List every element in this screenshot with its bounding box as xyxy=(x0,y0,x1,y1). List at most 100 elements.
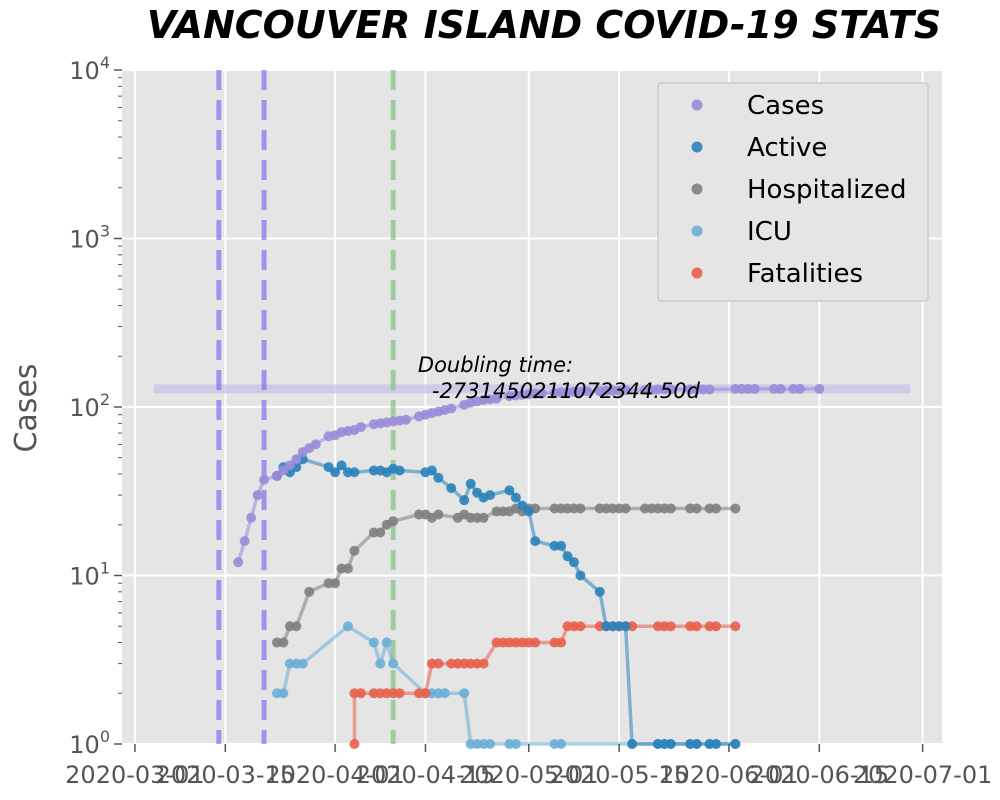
chart-title: VANCOUVER ISLAND COVID-19 STATS xyxy=(147,3,942,47)
data-point-cases xyxy=(239,536,250,547)
data-point-active xyxy=(330,467,341,478)
data-point-fatalities xyxy=(665,621,676,632)
data-point-fatalities xyxy=(711,621,722,632)
legend-marker-cases xyxy=(691,99,703,111)
data-point-cases xyxy=(581,386,592,397)
x-tick-label: 2020-05-15 xyxy=(549,761,688,789)
x-tick-label: 2020-06-15 xyxy=(750,761,889,789)
data-point-hospitalized xyxy=(291,621,302,632)
data-point-cases xyxy=(814,383,825,394)
legend: Cases Active Hospitalized ICU Fatalities xyxy=(657,82,929,302)
annotation-line-2: -2731450211072344.50d xyxy=(432,379,701,403)
legend-marker-active xyxy=(691,141,703,153)
data-point-active xyxy=(575,570,586,581)
data-point-cases xyxy=(491,393,502,404)
data-point-cases xyxy=(401,414,412,425)
data-point-active xyxy=(433,472,444,483)
y-tick-label: 101 xyxy=(69,559,110,591)
data-point-icu xyxy=(388,658,399,669)
data-point-icu xyxy=(485,739,496,749)
x-tick-label: 2020-03-01 xyxy=(65,761,204,789)
y-tick-label: 100 xyxy=(69,727,110,759)
legend-marker-fatalities xyxy=(691,267,703,279)
data-point-cases xyxy=(291,454,302,465)
data-point-hospitalized xyxy=(388,516,399,527)
legend-label-fatalities: Fatalities xyxy=(747,259,863,289)
legend-box xyxy=(657,82,929,302)
data-point-active xyxy=(394,465,405,476)
data-point-icu xyxy=(459,688,470,699)
data-point-cases xyxy=(749,383,760,394)
data-point-hospitalized xyxy=(349,545,360,556)
series xyxy=(233,383,825,749)
data-point-fatalities xyxy=(530,637,541,648)
data-point-active xyxy=(556,540,567,551)
data-point-cases xyxy=(310,439,321,450)
data-point-cases xyxy=(259,474,270,485)
series-fatalities xyxy=(349,621,741,749)
data-point-active xyxy=(730,739,741,749)
data-point-cases xyxy=(252,490,263,501)
data-point-cases xyxy=(355,422,366,433)
x-tick-label: 2020-06-01 xyxy=(659,761,798,789)
legend-label-cases: Cases xyxy=(747,91,824,121)
data-point-hospitalized xyxy=(278,637,289,648)
legend-marker-hospitalized xyxy=(691,183,703,195)
data-point-hospitalized xyxy=(433,509,444,520)
data-point-hospitalized xyxy=(375,527,386,538)
data-point-fatalities xyxy=(478,658,489,669)
data-point-active xyxy=(691,739,702,749)
data-point-cases xyxy=(233,557,244,568)
data-point-icu xyxy=(556,739,567,749)
data-point-active xyxy=(510,492,521,503)
data-point-fatalities xyxy=(349,739,360,749)
data-point-cases xyxy=(794,383,805,394)
data-point-active xyxy=(349,467,360,478)
series-hospitalized xyxy=(271,503,741,648)
data-point-hospitalized xyxy=(575,503,586,514)
data-point-cases xyxy=(536,388,547,399)
legend-label-active: Active xyxy=(747,133,827,163)
axes: 1001011021031042020-03-012020-03-152020-… xyxy=(65,53,992,789)
data-point-active xyxy=(530,536,541,547)
y-tick-label: 102 xyxy=(69,390,110,422)
data-point-hospitalized xyxy=(730,503,741,514)
x-tick-label: 2020-05-01 xyxy=(459,761,598,789)
data-point-cases xyxy=(284,460,295,471)
data-point-fatalities xyxy=(575,621,586,632)
data-point-fatalities xyxy=(420,688,431,699)
data-point-fatalities xyxy=(730,621,741,632)
data-point-hospitalized xyxy=(342,563,353,574)
data-point-fatalities xyxy=(691,621,702,632)
data-point-icu xyxy=(510,739,521,749)
y-tick-label: 104 xyxy=(69,53,110,85)
data-point-fatalities xyxy=(556,637,567,648)
x-tick-label: 2020-07-01 xyxy=(853,761,992,789)
y-axis-label: Cases xyxy=(9,363,44,452)
data-point-active xyxy=(523,506,534,517)
series-active xyxy=(271,454,741,749)
annotation-line-1: Doubling time: xyxy=(418,353,573,377)
data-point-active xyxy=(485,490,496,501)
data-point-fatalities xyxy=(433,658,444,669)
data-point-active xyxy=(620,621,631,632)
data-point-icu xyxy=(375,658,386,669)
data-point-icu xyxy=(342,621,353,632)
data-point-active xyxy=(504,485,515,496)
data-point-hospitalized xyxy=(304,586,315,597)
data-point-cases xyxy=(665,384,676,395)
data-point-hospitalized xyxy=(478,512,489,523)
data-point-hospitalized xyxy=(711,503,722,514)
data-point-active xyxy=(517,500,528,511)
data-point-icu xyxy=(297,658,308,669)
data-point-active xyxy=(336,460,347,471)
y-tick-label: 103 xyxy=(69,222,110,254)
data-point-cases xyxy=(446,403,457,414)
doubling-time-annotation: Doubling time: -2731450211072344.50d xyxy=(418,353,701,403)
legend-label-hospitalized: Hospitalized xyxy=(747,175,906,205)
data-point-active xyxy=(665,739,676,749)
data-point-cases xyxy=(704,384,715,395)
data-point-active xyxy=(711,739,722,749)
data-point-hospitalized xyxy=(620,503,631,514)
